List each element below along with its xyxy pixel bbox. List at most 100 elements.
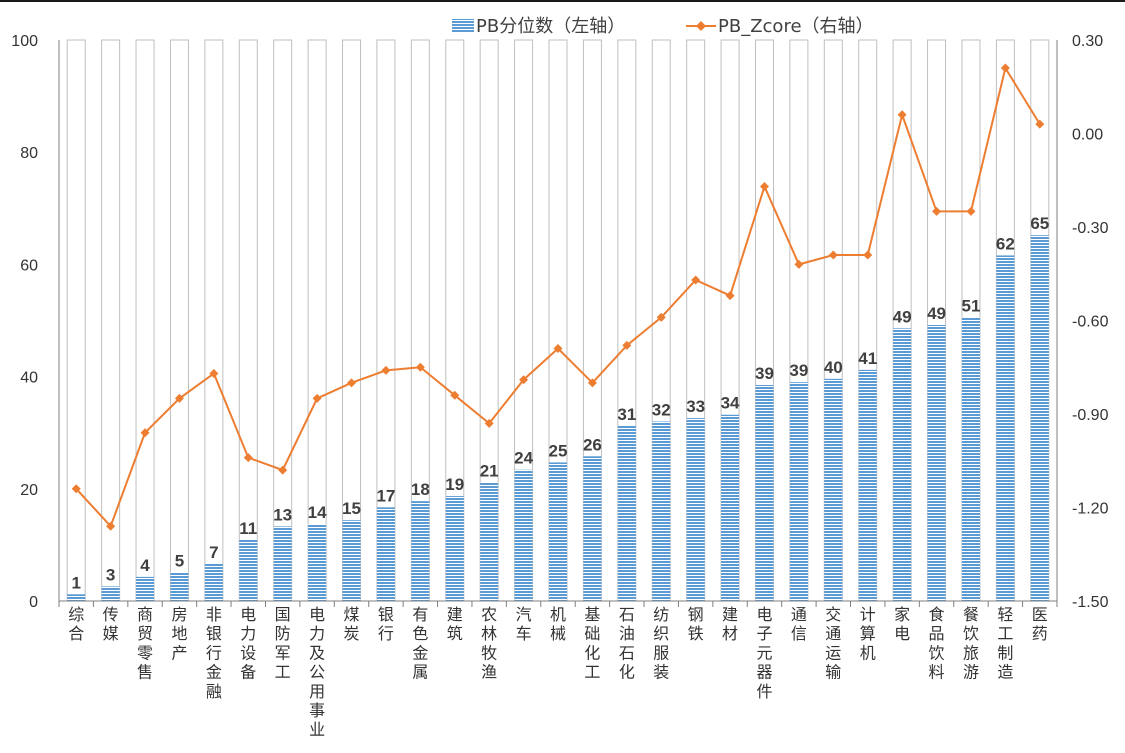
category-label-char: 子 <box>756 624 772 643</box>
pb-percentile-bar <box>652 421 671 601</box>
pb-percentile-data-label: 39 <box>755 364 774 383</box>
pb-percentile-data-label: 13 <box>273 505 292 524</box>
category-label-char: 信 <box>791 624 807 643</box>
pb-percentile-bar <box>101 586 120 601</box>
category-label-char: 林 <box>481 624 497 643</box>
pb-percentile-data-label: 40 <box>824 358 843 377</box>
category-label-char: 通 <box>791 605 807 624</box>
y-right-tick-label: -1.20 <box>1072 501 1109 518</box>
category-label: 钢铁 <box>688 605 704 643</box>
pb-zscore-point <box>312 393 322 403</box>
category-label: 家电 <box>894 605 910 643</box>
category-label-char: 纺 <box>653 605 669 624</box>
category-label-char: 交 <box>825 605 841 624</box>
category-label-char: 色 <box>412 624 428 643</box>
category-label: 轻工制造 <box>997 605 1013 682</box>
pb-percentile-data-label: 26 <box>583 435 602 454</box>
category-label-char: 计 <box>860 605 876 624</box>
category-label-char: 装 <box>653 663 669 682</box>
category-label-char: 渔 <box>481 663 497 682</box>
pb-zscore-point <box>587 378 597 388</box>
category-label-char: 品 <box>929 624 945 643</box>
category-label-char: 电 <box>309 605 325 624</box>
y-right-tick-label: -1.50 <box>1072 594 1109 611</box>
category-label-char: 融 <box>206 682 222 701</box>
category-label: 电力及公用事业 <box>309 605 325 739</box>
category-label-char: 金 <box>412 643 428 662</box>
pb-zscore-point <box>450 390 460 400</box>
category-label-char: 制 <box>997 643 1013 662</box>
pb-percentile-data-label: 49 <box>927 304 946 323</box>
category-label-char: 械 <box>550 624 566 643</box>
pb-zscore-point <box>691 275 701 285</box>
legend-bar-label: PB分位数（左轴） <box>476 16 625 37</box>
category-label: 农林牧渔 <box>481 605 497 682</box>
category-label: 综合 <box>68 605 84 643</box>
category-label-char: 设 <box>240 643 256 662</box>
background-bar <box>101 39 121 602</box>
pb-percentile-bar <box>136 576 155 601</box>
category-label-char: 行 <box>378 624 394 643</box>
category-label-char: 银 <box>378 605 394 624</box>
category-label-char: 铁 <box>688 624 704 643</box>
pb-percentile-data-label: 24 <box>514 449 533 468</box>
category-label-char: 媒 <box>103 624 119 643</box>
category-label-char: 零 <box>137 643 153 662</box>
category-label-char: 建 <box>447 605 463 624</box>
category-label-char: 轻 <box>997 605 1013 624</box>
category-label-char: 商 <box>137 605 153 624</box>
category-label-char: 有 <box>412 605 428 624</box>
pb-percentile-bar <box>239 539 258 601</box>
y-left-tick-label: 60 <box>20 257 38 274</box>
pb-zscore-point <box>828 250 838 260</box>
category-label-char: 通 <box>825 624 841 643</box>
category-label-char: 金 <box>206 663 222 682</box>
pb-percentile-bar <box>824 378 843 601</box>
category-label-char: 器 <box>756 663 772 682</box>
pb-percentile-bar <box>480 482 499 601</box>
category-label-char: 饮 <box>963 624 979 643</box>
category-label: 国防军工 <box>275 605 291 682</box>
category-label-char: 服 <box>653 643 669 662</box>
category-label-char: 食 <box>929 605 945 624</box>
legend-line-label: PB_Zcore（右轴） <box>718 16 874 37</box>
y-right-tick-label: -0.30 <box>1072 220 1109 237</box>
category-label: 有色金属 <box>412 605 428 682</box>
category-label: 基础化工 <box>584 605 600 682</box>
category-label-char: 农 <box>481 605 497 624</box>
pb-zscore-point <box>278 465 288 475</box>
pb-percentile-data-label: 18 <box>411 480 430 499</box>
category-label-char: 汽 <box>516 605 532 624</box>
pb-zscore-point <box>347 378 357 388</box>
category-label-char: 业 <box>309 720 325 739</box>
category-label-char: 算 <box>860 624 876 643</box>
category-label: 计算机 <box>860 605 876 662</box>
pb-percentile-bar <box>170 572 189 601</box>
top-border <box>0 0 1125 2</box>
category-label-char: 筑 <box>447 624 463 643</box>
category-label-char: 牧 <box>481 643 497 662</box>
background-bar <box>66 39 86 602</box>
category-label: 机械 <box>550 605 566 643</box>
pb-percentile-data-label: 65 <box>1030 214 1049 233</box>
pb-zscore-point <box>381 365 391 375</box>
pb-percentile-bar <box>996 255 1015 601</box>
category-label-char: 餐 <box>963 605 979 624</box>
pb-percentile-data-label: 33 <box>686 397 705 416</box>
category-label-char: 机 <box>550 605 566 624</box>
category-label: 传媒 <box>103 605 119 643</box>
pb-percentile-bar <box>549 462 567 601</box>
category-label-char: 游 <box>963 663 979 682</box>
category-label: 通信 <box>791 605 807 643</box>
pb-percentile-bar <box>308 524 327 601</box>
category-label-char: 贸 <box>137 624 153 643</box>
pb-zscore-point <box>71 484 81 494</box>
category-label-char: 件 <box>756 682 772 701</box>
category-label-char: 材 <box>722 624 738 643</box>
pb-zscore-point <box>656 312 666 322</box>
category-label: 房地产 <box>171 605 187 662</box>
pb-percentile-data-label: 4 <box>140 556 150 575</box>
category-label-char: 公 <box>309 663 325 682</box>
category-label-char: 房 <box>171 605 187 624</box>
category-label-char: 事 <box>309 701 325 720</box>
